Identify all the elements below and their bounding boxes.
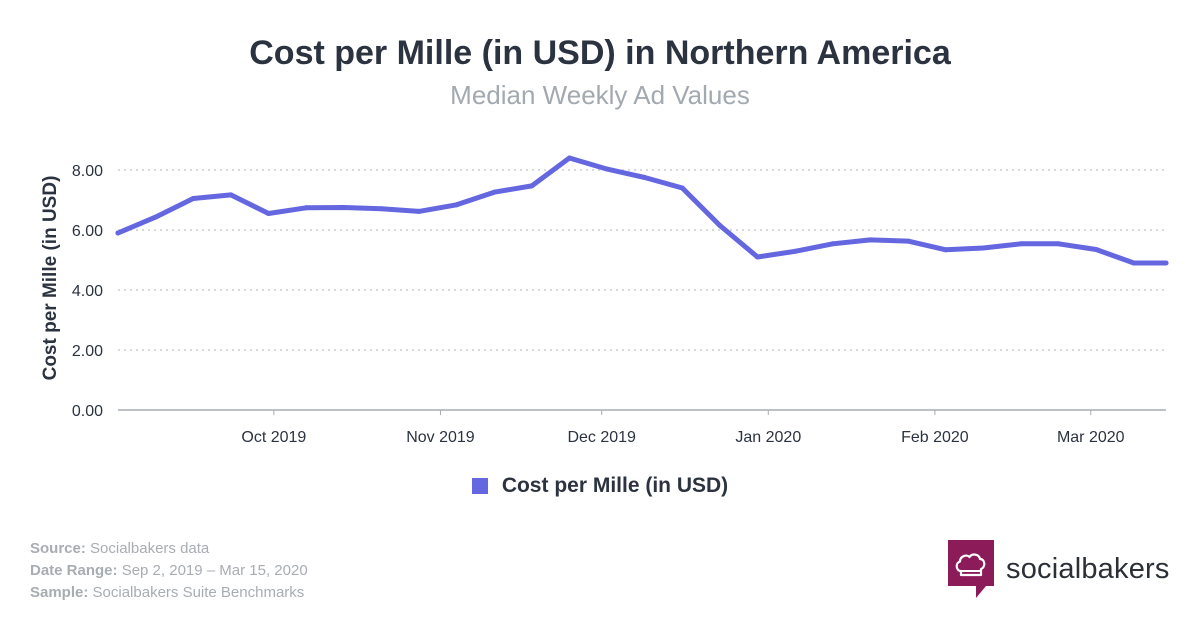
x-tick-labels: Oct 2019 Nov 2019 Dec 2019 Jan 2020 Feb 2020…: [241, 410, 1125, 446]
data-point: [454, 202, 460, 208]
legend: Cost per Mille (in USD): [0, 474, 1200, 498]
footer-source: Source: Socialbakers data: [30, 538, 308, 560]
x-tick-label: Feb 2020: [901, 429, 969, 446]
date-range-label: Date Range:: [30, 562, 118, 579]
data-point: [1018, 241, 1024, 247]
data-point: [1131, 260, 1137, 266]
data-point: [529, 183, 535, 189]
data-point: [1056, 241, 1062, 247]
x-tick-label: Mar 2020: [1057, 429, 1125, 446]
y-tick-label: 0.00: [72, 403, 103, 420]
x-tick-label: Nov 2019: [406, 429, 475, 446]
data-point: [1163, 260, 1169, 266]
data-point: [115, 230, 121, 236]
logo-wordmark: socialbakers: [1006, 552, 1170, 585]
source-value: Socialbakers data: [90, 540, 210, 557]
data-point: [265, 211, 271, 216]
x-tick-label: Oct 2019: [241, 429, 306, 446]
data-point: [566, 155, 572, 161]
data-point: [717, 223, 723, 228]
y-tick-labels: 0.00 2.00 4.00 6.00 8.00: [72, 163, 103, 420]
data-point: [228, 192, 234, 198]
data-point: [604, 166, 610, 172]
data-point: [867, 237, 873, 243]
data-point: [416, 208, 422, 214]
grid-layer: [118, 169, 1166, 411]
data-point: [943, 247, 949, 253]
x-tick-label: Jan 2020: [735, 429, 801, 446]
y-tick-label: 4.00: [72, 283, 103, 300]
y-axis-label: Cost per Mille (in USD): [40, 176, 61, 381]
data-point: [755, 254, 761, 260]
sample-value: Socialbakers Suite Benchmarks: [92, 584, 305, 601]
data-point: [378, 206, 384, 212]
data-point: [491, 189, 497, 195]
data-point: [1093, 247, 1099, 252]
data-point: [679, 185, 685, 191]
data-point: [341, 205, 347, 210]
data-point: [792, 248, 798, 254]
y-tick-label: 8.00: [72, 163, 103, 180]
data-point: [830, 241, 836, 247]
legend-label: Cost per Mille (in USD): [501, 474, 729, 497]
y-tick-label: 2.00: [72, 343, 103, 360]
legend-swatch: [471, 478, 488, 494]
chef-hat-icon: [948, 540, 994, 598]
footer-sample: Sample: Socialbakers Suite Benchmarks: [30, 582, 308, 604]
data-point: [642, 175, 648, 180]
series-layer: [115, 155, 1169, 266]
socialbakers-logo: socialbakers: [948, 540, 1170, 598]
chart-subtitle: Median Weekly Ad Values: [450, 80, 750, 110]
chart-title: Cost per Mille (in USD) in Northern Amer…: [249, 34, 951, 72]
data-point: [905, 238, 911, 244]
y-tick-label: 6.00: [72, 223, 103, 240]
date-range-value: Sep 2, 2019 – Mar 15, 2020: [121, 562, 308, 579]
x-tick-label: Dec 2019: [567, 429, 636, 446]
footer-date-range: Date Range: Sep 2, 2019 – Mar 15, 2020: [30, 560, 308, 582]
source-label: Source:: [30, 540, 86, 557]
sample-label: Sample:: [30, 584, 89, 601]
series-line: [115, 155, 1169, 266]
data-point: [190, 196, 196, 201]
data-point: [303, 205, 309, 211]
data-point: [980, 245, 986, 251]
footer: Source: Socialbakers data Date Range: Se…: [30, 538, 308, 604]
data-point: [153, 214, 159, 220]
